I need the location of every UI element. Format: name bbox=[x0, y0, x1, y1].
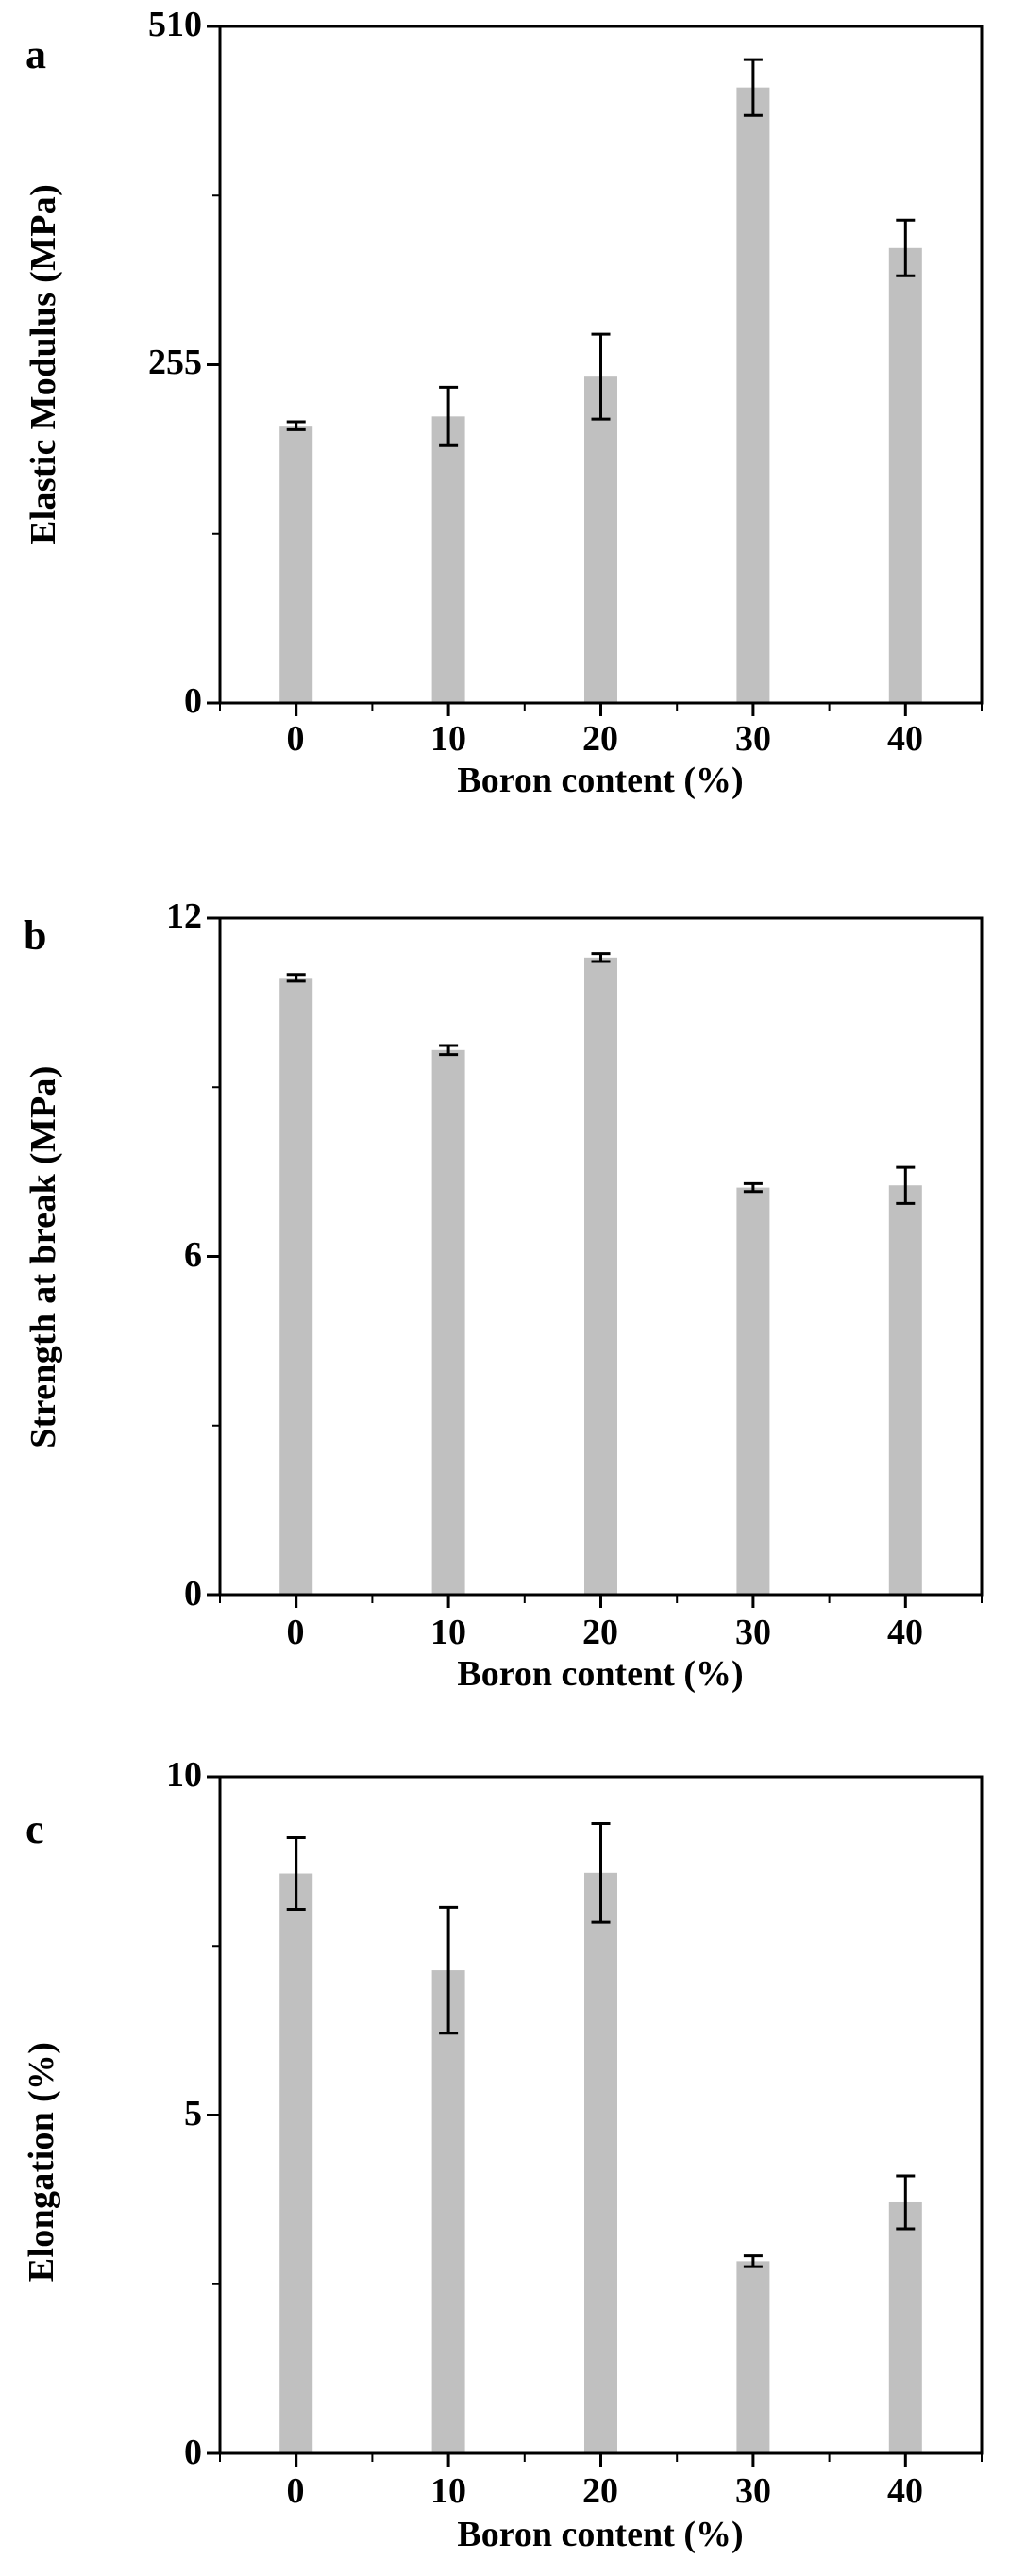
bar bbox=[736, 87, 770, 703]
y-tick-label: 0 bbox=[184, 1574, 202, 1614]
bar bbox=[888, 1185, 922, 1595]
x-tick-label: 40 bbox=[887, 719, 923, 759]
x-tick-label: 10 bbox=[430, 1613, 466, 1652]
bar bbox=[279, 978, 313, 1595]
y-tick-label: 510 bbox=[148, 5, 202, 44]
y-tick-label: 5 bbox=[184, 2094, 202, 2133]
panel-a: a Elastic Modulus (MPa) 510 255 0 0 10 2… bbox=[0, 0, 1010, 849]
x-axis-label: Boron content (%) bbox=[457, 1654, 744, 1694]
x-tick-label: 0 bbox=[286, 1613, 305, 1652]
x-tick-label: 20 bbox=[582, 2471, 618, 2511]
x-tick-label: 40 bbox=[887, 2471, 923, 2511]
y-tick-label: 0 bbox=[184, 681, 202, 721]
y-tick-label: 12 bbox=[166, 896, 202, 936]
x-tick-label: 0 bbox=[286, 719, 305, 759]
x-tick-label: 30 bbox=[735, 1613, 771, 1652]
bar bbox=[431, 1970, 465, 2453]
error-bar bbox=[896, 1165, 916, 1205]
x-tick-label: 20 bbox=[582, 1613, 618, 1652]
panel-letter: b bbox=[24, 912, 47, 959]
bar bbox=[736, 2261, 770, 2453]
panel-letter: a bbox=[25, 31, 46, 77]
error-bar bbox=[286, 1836, 306, 1912]
error-bar bbox=[439, 1044, 459, 1057]
error-bar bbox=[743, 1181, 763, 1194]
error-bar bbox=[896, 218, 916, 277]
bar bbox=[584, 1872, 617, 2453]
error-bar bbox=[591, 332, 611, 421]
x-tick-label: 0 bbox=[286, 2471, 305, 2511]
bar bbox=[584, 957, 617, 1595]
bar-chart-plot bbox=[207, 1775, 984, 2467]
error-bar bbox=[743, 58, 763, 117]
bar bbox=[279, 426, 313, 703]
y-tick-label: 6 bbox=[184, 1235, 202, 1275]
error-bar bbox=[439, 385, 459, 447]
error-bar bbox=[591, 952, 611, 963]
panel-b: b Strength at break (MPa) 12 6 0 0 10 20… bbox=[0, 892, 1010, 1741]
x-tick-label: 30 bbox=[735, 719, 771, 759]
x-axis-label: Boron content (%) bbox=[457, 761, 744, 800]
panel-c: c Elongation (%) 10 5 0 0 10 20 30 40 Bo… bbox=[0, 1750, 1010, 2576]
bar-chart-plot bbox=[207, 916, 984, 1608]
bar bbox=[888, 247, 922, 703]
bar bbox=[584, 376, 617, 703]
x-tick-label: 40 bbox=[887, 1613, 923, 1652]
y-tick-label: 10 bbox=[166, 1755, 202, 1795]
error-bar bbox=[743, 2254, 763, 2268]
error-bar bbox=[286, 420, 306, 431]
error-bar bbox=[896, 2174, 916, 2231]
y-tick-label: 0 bbox=[184, 2433, 202, 2472]
x-tick-label: 30 bbox=[735, 2471, 771, 2511]
panel-letter: c bbox=[25, 1806, 44, 1852]
bar bbox=[888, 2201, 922, 2453]
bar bbox=[431, 1049, 465, 1595]
error-bar bbox=[439, 1905, 459, 2035]
bar bbox=[736, 1187, 770, 1595]
y-tick-label: 255 bbox=[148, 343, 202, 382]
error-bar bbox=[591, 1821, 611, 1924]
x-tick-label: 10 bbox=[430, 719, 466, 759]
x-axis-label: Boron content (%) bbox=[457, 2515, 744, 2554]
bar bbox=[431, 416, 465, 703]
bar-chart-plot bbox=[207, 25, 984, 716]
x-tick-label: 10 bbox=[430, 2471, 466, 2511]
x-tick-label: 20 bbox=[582, 719, 618, 759]
error-bar bbox=[286, 973, 306, 983]
bar bbox=[279, 1873, 313, 2453]
